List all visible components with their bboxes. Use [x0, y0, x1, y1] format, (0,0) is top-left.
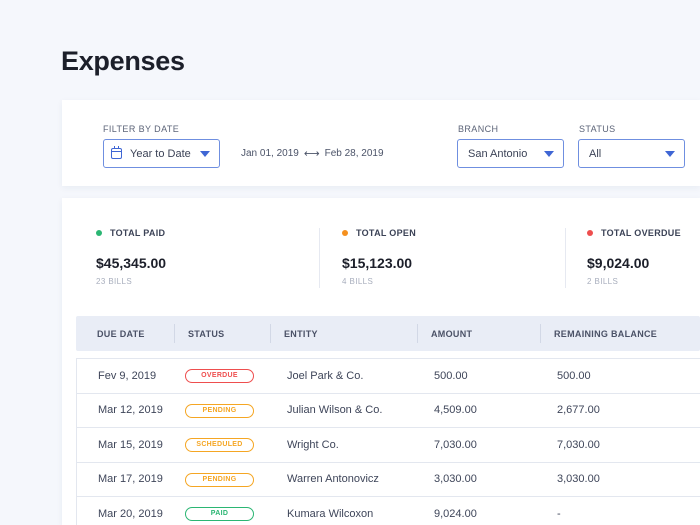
- amount-cell: 7,030.00: [434, 438, 477, 451]
- range-end: Feb 28, 2019: [324, 148, 384, 159]
- status-cell: PENDING: [175, 403, 271, 418]
- stat-value: $15,123.00: [342, 255, 413, 271]
- chevron-down-icon: [200, 150, 210, 157]
- balance-cell: 3,030.00: [557, 473, 600, 486]
- page-title: Expenses: [61, 46, 185, 76]
- open-dot-icon: [342, 230, 348, 236]
- calendar-icon: [111, 146, 122, 159]
- range-arrow-icon: ⟷: [303, 148, 320, 160]
- status-badge: PENDING: [185, 403, 254, 418]
- expenses-card: TOTAL PAID $45,345.00 23 BILLS TOTAL OPE…: [62, 198, 700, 525]
- amount-cell: 500.00: [434, 369, 468, 382]
- status-badge: OVERDUE: [185, 369, 254, 384]
- column-header-remaining-balance[interactable]: REMAINING BALANCE: [540, 316, 700, 351]
- due-date-cell: Mar 12, 2019: [98, 404, 163, 417]
- branch-label: BRANCH: [458, 124, 499, 134]
- stat-sub: 4 BILLS: [342, 277, 374, 286]
- table-row[interactable]: Mar 17, 2019 PENDING Warren Antonovicz 3…: [77, 463, 700, 497]
- balance-cell: 7,030.00: [557, 438, 600, 451]
- table-header: DUE DATE STATUS ENTITY AMOUNT REMAINING …: [76, 316, 700, 351]
- status-cell: OVERDUE: [175, 368, 271, 384]
- due-date-cell: Mar 17, 2019: [98, 473, 163, 486]
- range-start: Jan 01, 2019: [241, 148, 299, 159]
- due-date-cell: Mar 15, 2019: [98, 438, 163, 451]
- entity-cell: Kumara Wilcoxon: [287, 507, 374, 520]
- chevron-down-icon: [544, 150, 554, 157]
- date-filter-value: Year to Date: [130, 147, 191, 160]
- table-row[interactable]: Mar 15, 2019 SCHEDULED Wright Co. 7,030.…: [77, 428, 700, 463]
- status-select[interactable]: All: [578, 139, 685, 168]
- stat-sub: 23 BILLS: [96, 277, 133, 286]
- date-range[interactable]: Jan 01, 2019 ⟷ Feb 28, 2019: [241, 147, 384, 160]
- table-row[interactable]: Fev 9, 2019 OVERDUE Joel Park & Co. 500.…: [77, 359, 700, 394]
- branch-value: San Antonio: [468, 147, 528, 160]
- status-cell: PENDING: [175, 472, 271, 487]
- table-body: Fev 9, 2019 OVERDUE Joel Park & Co. 500.…: [76, 358, 700, 525]
- stat-total-paid: TOTAL PAID $45,345.00 23 BILLS: [96, 228, 166, 286]
- balance-cell: 2,677.00: [557, 404, 600, 417]
- due-date-cell: Mar 20, 2019: [98, 507, 163, 520]
- column-header-due-date[interactable]: DUE DATE: [97, 328, 145, 339]
- stat-divider: [565, 228, 566, 288]
- status-label: STATUS: [579, 124, 616, 134]
- stat-value: $9,024.00: [587, 255, 650, 271]
- stat-label: TOTAL OVERDUE: [601, 228, 681, 238]
- date-filter-select[interactable]: Year to Date: [103, 139, 220, 168]
- column-header-status[interactable]: STATUS: [174, 316, 270, 351]
- table-row[interactable]: Mar 20, 2019 PAID Kumara Wilcoxon 9,024.…: [77, 497, 700, 525]
- entity-cell: Joel Park & Co.: [287, 369, 364, 382]
- amount-cell: 4,509.00: [434, 404, 477, 417]
- status-badge: PENDING: [185, 472, 254, 487]
- stat-sub: 2 BILLS: [587, 277, 619, 286]
- filter-date-label: FILTER BY DATE: [103, 124, 180, 134]
- filter-card: FILTER BY DATE Year to Date Jan 01, 2019…: [62, 100, 700, 186]
- chevron-down-icon: [665, 150, 675, 157]
- column-header-entity[interactable]: ENTITY: [270, 316, 417, 351]
- status-cell: PAID: [175, 506, 271, 522]
- status-cell: SCHEDULED: [175, 437, 271, 453]
- balance-cell: -: [557, 507, 561, 520]
- status-badge: SCHEDULED: [185, 438, 254, 453]
- table-row[interactable]: Mar 12, 2019 PENDING Julian Wilson & Co.…: [77, 394, 700, 428]
- stat-total-open: TOTAL OPEN $15,123.00 4 BILLS: [342, 228, 416, 286]
- stat-divider: [319, 228, 320, 288]
- branch-select[interactable]: San Antonio: [457, 139, 564, 168]
- entity-cell: Warren Antonovicz: [287, 473, 379, 486]
- stat-value: $45,345.00: [96, 255, 167, 271]
- status-badge: PAID: [185, 507, 254, 522]
- paid-dot-icon: [96, 230, 102, 236]
- expenses-table: DUE DATE STATUS ENTITY AMOUNT REMAINING …: [76, 316, 700, 525]
- column-header-amount[interactable]: AMOUNT: [417, 316, 540, 351]
- entity-cell: Wright Co.: [287, 438, 339, 451]
- amount-cell: 9,024.00: [434, 507, 477, 520]
- balance-cell: 500.00: [557, 369, 591, 382]
- stat-label: TOTAL OPEN: [356, 228, 417, 238]
- amount-cell: 3,030.00: [434, 473, 477, 486]
- overdue-dot-icon: [587, 230, 593, 236]
- status-value: All: [589, 147, 602, 160]
- stat-total-overdue: TOTAL OVERDUE $9,024.00 2 BILLS: [587, 228, 681, 286]
- stat-label: TOTAL PAID: [110, 228, 166, 238]
- entity-cell: Julian Wilson & Co.: [287, 404, 383, 417]
- due-date-cell: Fev 9, 2019: [98, 369, 157, 382]
